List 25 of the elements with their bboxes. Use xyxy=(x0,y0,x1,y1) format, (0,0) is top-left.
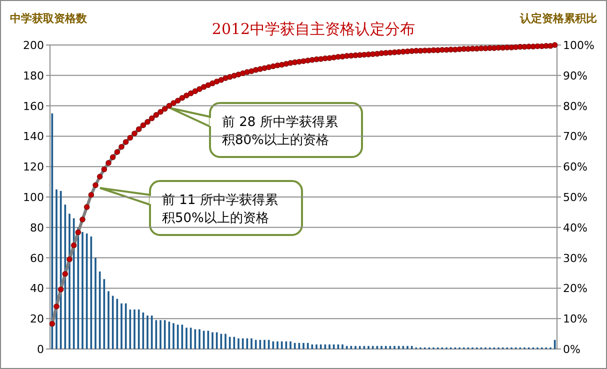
y-tick-label: 20 xyxy=(30,312,44,326)
y2-tick-label: 10% xyxy=(563,312,588,326)
y-tick-label: 120 xyxy=(23,160,44,174)
y-tick-label: 60 xyxy=(30,252,44,265)
y2-tick-label: 40% xyxy=(563,221,588,234)
y2-tick-label: 0% xyxy=(563,343,580,356)
y2-tick-label: 30% xyxy=(563,252,588,265)
y-tick-label: 80 xyxy=(30,221,44,234)
y2-tick-label: 80% xyxy=(563,100,588,113)
y-tick-label: 180 xyxy=(23,69,44,82)
y2-tick-label: 70% xyxy=(563,130,588,144)
y2-tick-label: 90% xyxy=(563,69,588,82)
y-tick-label: 100 xyxy=(23,191,44,204)
y-tick-label: 160 xyxy=(23,100,44,113)
y2-tick-label: 100% xyxy=(563,39,594,52)
y-tick-label: 0 xyxy=(37,343,44,356)
y2-axis-title: 认定资格累积比 xyxy=(519,12,597,25)
y2-tick-label: 20% xyxy=(563,282,588,296)
y-tick-label: 200 xyxy=(23,39,44,52)
y2-tick-label: 50% xyxy=(563,191,588,204)
chart-title: 2012中学获自主资格认定分布 xyxy=(212,20,416,38)
y-tick-label: 40 xyxy=(30,282,44,296)
y-axis-title: 中学获取资格数 xyxy=(10,12,88,25)
y2-tick-label: 60% xyxy=(563,160,588,174)
y-tick-label: 140 xyxy=(23,130,44,144)
